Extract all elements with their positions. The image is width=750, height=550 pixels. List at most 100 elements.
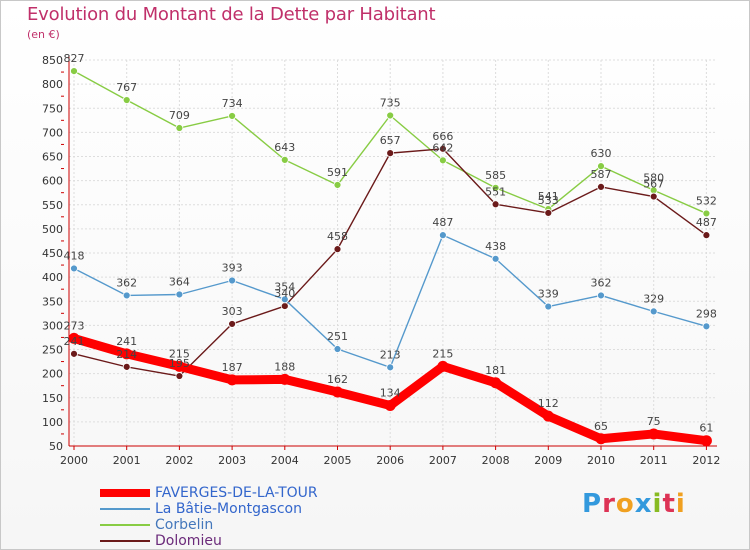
data-point bbox=[228, 276, 237, 285]
y-tick-label: 700 bbox=[42, 126, 63, 139]
data-label: 827 bbox=[64, 52, 85, 65]
data-label: 643 bbox=[274, 141, 295, 154]
y-tick-label: 500 bbox=[42, 223, 63, 236]
data-point bbox=[228, 112, 237, 120]
data-point bbox=[438, 231, 447, 240]
data-point bbox=[333, 345, 342, 353]
data-point bbox=[333, 245, 342, 254]
x-tick-label: 2011 bbox=[640, 454, 668, 467]
data-label: 65 bbox=[594, 420, 608, 433]
data-point bbox=[597, 291, 605, 300]
data-point bbox=[649, 192, 658, 201]
legend-label: Corbelin bbox=[155, 517, 214, 533]
data-label: 567 bbox=[643, 178, 664, 191]
data-label: 213 bbox=[380, 348, 401, 361]
data-label: 187 bbox=[222, 361, 243, 374]
data-label: 630 bbox=[591, 147, 612, 160]
data-point bbox=[280, 302, 289, 310]
axes: 50 100 150 200 250 300 350 400 450 500 550 600 650 70… bbox=[42, 54, 720, 467]
y-tick-label: 100 bbox=[42, 416, 63, 429]
data-label: 767 bbox=[116, 81, 137, 94]
data-label: 112 bbox=[538, 397, 559, 410]
y-tick-label: 50 bbox=[49, 440, 63, 453]
y-tick-label: 650 bbox=[42, 151, 63, 164]
legend-label: La Bâtie-Montgascon bbox=[155, 501, 302, 517]
data-point bbox=[595, 433, 607, 445]
x-tick-label: 2002 bbox=[165, 454, 193, 467]
data-point bbox=[175, 124, 184, 132]
x-tick-label: 2006 bbox=[376, 454, 404, 467]
data-label: 303 bbox=[222, 305, 243, 318]
data-point bbox=[333, 181, 342, 189]
x-tick-label: 2000 bbox=[60, 454, 88, 467]
data-label: 587 bbox=[591, 168, 612, 181]
data-label: 541 bbox=[538, 190, 559, 203]
data-label: 329 bbox=[643, 292, 664, 305]
data-label: 162 bbox=[327, 373, 348, 386]
data-label: 734 bbox=[222, 97, 243, 110]
data-point bbox=[702, 231, 711, 240]
data-point bbox=[70, 264, 78, 273]
series-0 bbox=[68, 332, 712, 447]
x-tick-label: 2012 bbox=[692, 454, 720, 467]
data-point bbox=[226, 374, 238, 386]
logo-letter: P bbox=[582, 489, 603, 519]
data-point bbox=[649, 307, 658, 316]
data-point bbox=[173, 360, 185, 372]
data-label: 533 bbox=[538, 194, 559, 207]
data-point bbox=[437, 360, 449, 372]
data-label: 580 bbox=[643, 171, 664, 184]
data-point bbox=[597, 162, 605, 171]
logo-letter: t bbox=[662, 489, 676, 519]
y-tick-label: 450 bbox=[42, 247, 63, 260]
data-point bbox=[175, 372, 184, 380]
data-label: 487 bbox=[696, 216, 717, 229]
logo-letter: r bbox=[602, 489, 616, 519]
data-point bbox=[279, 373, 291, 385]
data-point bbox=[491, 200, 500, 209]
legend-swatches bbox=[100, 489, 150, 542]
y-tick-label: 600 bbox=[42, 175, 63, 188]
data-label: 134 bbox=[380, 386, 401, 399]
data-point bbox=[122, 291, 131, 300]
data-point bbox=[70, 349, 78, 358]
logo-letter: i bbox=[675, 489, 686, 519]
y-tick-label: 400 bbox=[42, 271, 63, 284]
data-label: 241 bbox=[116, 335, 137, 348]
legend-label: Dolomieu bbox=[155, 533, 222, 549]
data-point bbox=[386, 111, 395, 120]
chart-title: Evolution du Montant de la Dette par Hab… bbox=[27, 4, 436, 25]
x-tick-label: 2004 bbox=[271, 454, 299, 467]
data-label: 532 bbox=[696, 194, 717, 207]
data-label: 273 bbox=[64, 319, 85, 332]
data-point bbox=[491, 183, 500, 192]
data-point bbox=[386, 149, 395, 158]
data-point bbox=[438, 144, 447, 153]
data-label: 551 bbox=[485, 185, 506, 198]
data-point bbox=[280, 295, 289, 304]
y-tick-label: 300 bbox=[42, 319, 63, 332]
data-labels: 827 767 709 734 643 591 735 642 585 541 630 580 532 2… bbox=[64, 52, 717, 435]
series-3 bbox=[70, 144, 711, 380]
y-tick-label: 750 bbox=[42, 102, 63, 115]
data-label: 362 bbox=[116, 276, 137, 289]
data-label: 591 bbox=[327, 166, 348, 179]
data-label: 354 bbox=[274, 280, 295, 293]
y-tick-label: 550 bbox=[42, 199, 63, 212]
data-label: 666 bbox=[432, 130, 453, 143]
x-tick-label: 2008 bbox=[482, 454, 510, 467]
data-label: 657 bbox=[380, 134, 401, 147]
y-tick-label: 150 bbox=[42, 392, 63, 405]
y-tick-label: 800 bbox=[42, 78, 63, 91]
data-point bbox=[280, 155, 289, 164]
x-tick-label: 2007 bbox=[429, 454, 457, 467]
data-point bbox=[122, 362, 131, 371]
data-point bbox=[597, 182, 605, 191]
data-point bbox=[544, 302, 553, 311]
proxiti-logo: Proxiti bbox=[582, 489, 686, 519]
x-tick-label: 2010 bbox=[587, 454, 615, 467]
data-label: 438 bbox=[485, 240, 506, 253]
x-tick-label: 2003 bbox=[218, 454, 246, 467]
